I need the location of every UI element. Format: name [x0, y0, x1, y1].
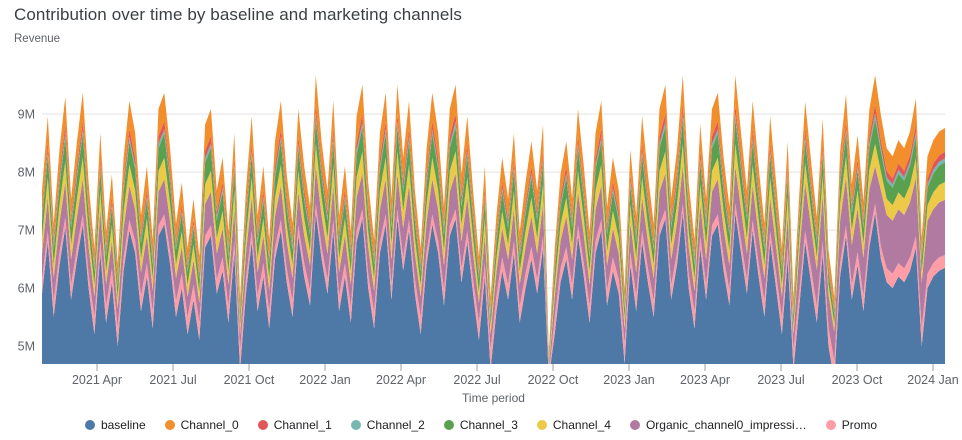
- legend-label: Channel_0: [180, 418, 239, 432]
- legend-swatch-icon: [84, 420, 95, 430]
- chart-title: Contribution over time by baseline and m…: [14, 5, 462, 24]
- x-tick-label: 2022 Jul: [453, 373, 500, 387]
- x-tick-label: 2023 Jul: [757, 373, 804, 387]
- area-baseline[interactable]: [42, 212, 945, 440]
- x-tick-label: 2024 Jan: [907, 373, 958, 387]
- legend-label: Promo: [841, 418, 878, 432]
- area-Organic_channel0_impressi…[interactable]: [42, 166, 945, 375]
- x-tick-label: 2022 Apr: [376, 373, 426, 387]
- legend-swatch-icon: [350, 420, 361, 430]
- legend-item-Organic_channel0_impressi…[interactable]: Organic_channel0_impressi…: [629, 418, 807, 432]
- legend: baseline Channel_0 Channel_1 Channel_2 Chann…: [0, 418, 962, 432]
- legend-label: Channel_3: [459, 418, 518, 432]
- legend-label: Channel_1: [273, 418, 332, 432]
- x-axis-title: Time period: [462, 391, 525, 405]
- area-Promo[interactable]: [42, 203, 945, 380]
- legend-swatch-icon: [825, 420, 836, 430]
- x-tick-label: 2023 Oct: [832, 373, 883, 387]
- x-tick-label: 2021 Apr: [72, 373, 122, 387]
- legend-swatch-icon: [629, 420, 640, 430]
- legend-swatch-icon: [443, 420, 454, 430]
- x-tick-label: 2022 Oct: [528, 373, 579, 387]
- legend-item-Channel_3[interactable]: Channel_3: [443, 418, 518, 432]
- y-tick-label: 9M: [18, 108, 35, 122]
- legend-label: Channel_2: [366, 418, 425, 432]
- legend-item-Channel_1[interactable]: Channel_1: [257, 418, 332, 432]
- y-tick-label: 5M: [18, 340, 35, 354]
- y-tick-label: 6M: [18, 282, 35, 296]
- legend-label: Organic_channel0_impressi…: [645, 418, 807, 432]
- legend-item-Channel_2[interactable]: Channel_2: [350, 418, 425, 432]
- y-tick-label: 8M: [18, 166, 35, 180]
- legend-swatch-icon: [257, 420, 268, 430]
- legend-item-Channel_4[interactable]: Channel_4: [536, 418, 611, 432]
- legend-item-Promo[interactable]: Promo: [825, 418, 878, 432]
- x-tick-label: 2022 Jan: [299, 373, 350, 387]
- x-tick-label: 2021 Oct: [224, 373, 275, 387]
- y-axis-title: Revenue: [14, 33, 61, 45]
- legend-label: Channel_4: [552, 418, 611, 432]
- legend-swatch-icon: [164, 420, 175, 430]
- legend-swatch-icon: [536, 420, 547, 430]
- x-tick-label: 2023 Apr: [680, 373, 730, 387]
- x-tick-label: 2023 Jan: [603, 373, 654, 387]
- legend-label: baseline: [100, 418, 146, 432]
- legend-item-Channel_0[interactable]: Channel_0: [164, 418, 239, 432]
- legend-item-baseline[interactable]: baseline: [84, 418, 146, 432]
- y-tick-label: 7M: [18, 224, 35, 238]
- x-tick-label: 2021 Jul: [149, 373, 196, 387]
